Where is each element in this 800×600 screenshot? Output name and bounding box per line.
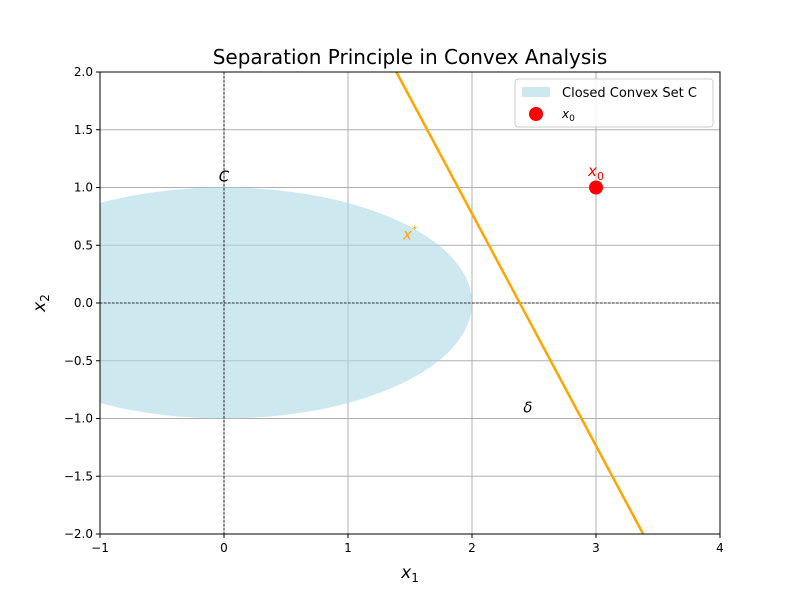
legend-label-convex-set: Closed Convex Set C (562, 86, 697, 101)
legend-marker-x0 (529, 107, 543, 121)
point-x0 (589, 180, 603, 195)
legend-label-x0: x0 (561, 107, 575, 124)
x-tick-label: 3 (592, 541, 600, 555)
y-tick-label: −1.5 (64, 469, 93, 483)
y-axis-label: x2 (30, 294, 52, 313)
annotation-C: C (219, 168, 230, 186)
separating-hyperplane-line (395, 72, 645, 534)
y-tick-label: −1.0 (64, 412, 93, 426)
x-tick-label: 0 (220, 541, 228, 555)
x-tick-label: −1 (91, 541, 109, 555)
x-tick-label: 4 (716, 541, 724, 555)
x-tick-label: 2 (468, 541, 476, 555)
axis-ticks: −1 0 1 2 3 4 −2.0 −1.5 −1.0 −0.5 0.0 0.5 1.0 1.5 2.0 (64, 65, 724, 555)
y-tick-label: 0.5 (74, 238, 93, 252)
y-tick-label: −0.5 (64, 354, 93, 368)
legend-swatch-convex-set (522, 87, 550, 97)
annotation-delta: δ (523, 399, 532, 417)
y-tick-label: 1.5 (74, 123, 93, 137)
y-tick-label: 2.0 (74, 65, 93, 79)
x-axis-label: x1 (400, 563, 419, 585)
annotation-x0: x0 (587, 162, 604, 183)
chart-title: Separation Principle in Convex Analysis (213, 45, 608, 69)
annotation-x-star: x* (402, 224, 417, 243)
legend: Closed Convex Set C x0 (514, 78, 714, 128)
y-tick-label: −2.0 (64, 527, 93, 541)
legend-box (514, 78, 714, 128)
x-tick-label: 1 (344, 541, 352, 555)
y-tick-label: 0.0 (74, 296, 93, 310)
y-tick-label: 1.0 (74, 181, 93, 195)
